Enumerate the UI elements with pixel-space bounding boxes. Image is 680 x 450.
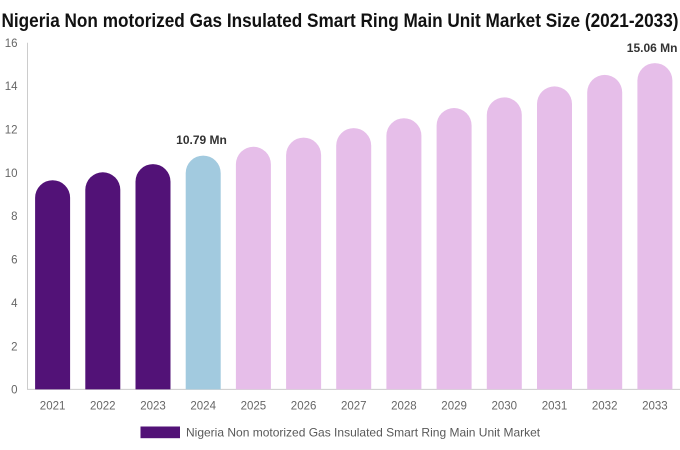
svg-text:2027: 2027 [341,401,367,413]
svg-text:0: 0 [11,385,17,397]
svg-text:10: 10 [5,168,18,180]
svg-text:2026: 2026 [291,401,317,413]
svg-text:2032: 2032 [592,401,618,413]
svg-text:Nigeria Non motorized Gas Insu: Nigeria Non motorized Gas Insulated Smar… [2,11,679,32]
svg-text:2: 2 [11,341,17,353]
svg-text:8: 8 [11,211,17,223]
svg-text:4: 4 [11,298,18,310]
svg-text:2028: 2028 [391,401,417,413]
svg-text:12: 12 [5,125,18,137]
svg-text:2022: 2022 [90,401,116,413]
svg-text:2033: 2033 [642,401,668,413]
svg-text:Nigeria Non motorized Gas Insu: Nigeria Non motorized Gas Insulated Smar… [186,426,541,440]
svg-text:2025: 2025 [241,401,267,413]
svg-text:2029: 2029 [441,401,467,413]
svg-text:10.79 Mn: 10.79 Mn [176,133,227,147]
svg-text:2031: 2031 [542,401,568,413]
svg-text:14: 14 [5,81,18,93]
svg-text:2023: 2023 [140,401,166,413]
svg-text:2021: 2021 [40,401,66,413]
svg-text:6: 6 [11,255,17,267]
svg-text:2024: 2024 [190,401,216,413]
svg-text:16: 16 [5,38,18,50]
svg-text:2030: 2030 [492,401,518,413]
svg-text:15.06 Mn: 15.06 Mn [627,41,678,55]
